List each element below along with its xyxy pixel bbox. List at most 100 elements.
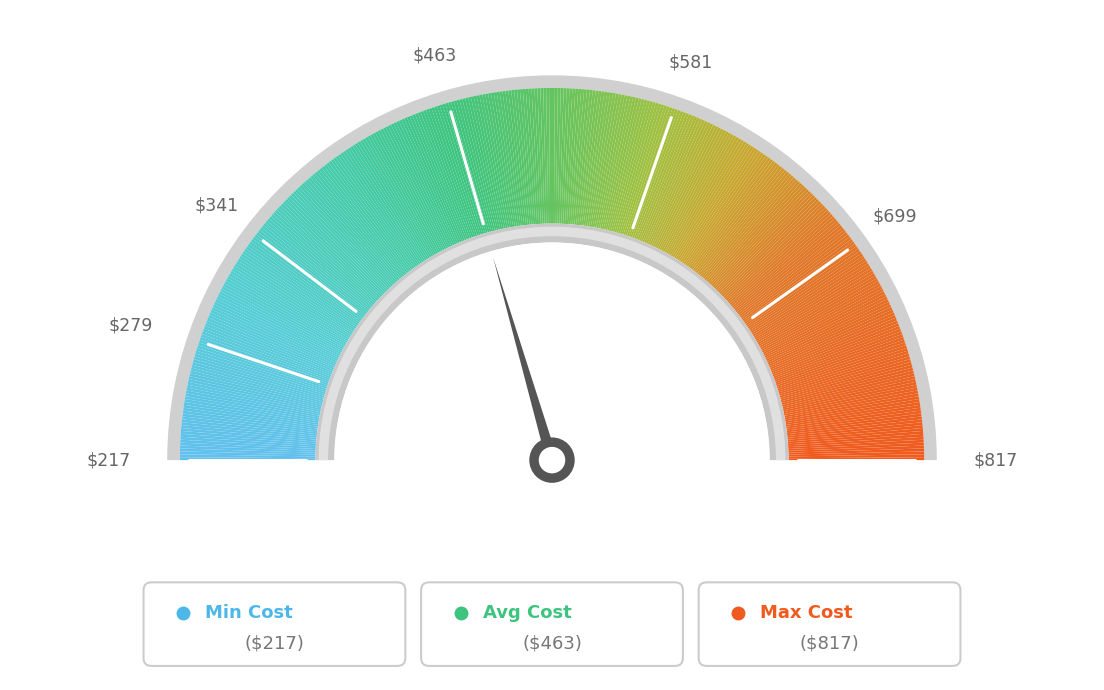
Wedge shape — [566, 89, 578, 224]
Wedge shape — [477, 95, 506, 228]
Wedge shape — [182, 420, 317, 436]
Wedge shape — [765, 299, 889, 359]
Wedge shape — [768, 310, 893, 366]
Wedge shape — [180, 440, 316, 449]
Wedge shape — [181, 425, 317, 440]
Wedge shape — [625, 106, 670, 236]
Wedge shape — [304, 181, 395, 284]
Wedge shape — [763, 291, 885, 355]
Wedge shape — [241, 253, 355, 331]
Wedge shape — [310, 175, 400, 280]
Wedge shape — [273, 212, 375, 304]
Wedge shape — [607, 98, 641, 230]
Wedge shape — [383, 127, 446, 249]
Wedge shape — [576, 90, 593, 225]
Wedge shape — [676, 143, 749, 259]
Wedge shape — [627, 107, 672, 236]
Wedge shape — [439, 104, 482, 235]
Wedge shape — [658, 127, 721, 249]
Wedge shape — [699, 168, 785, 275]
Wedge shape — [779, 356, 910, 396]
Wedge shape — [246, 246, 359, 326]
Text: $279: $279 — [108, 317, 153, 335]
Wedge shape — [410, 115, 464, 242]
Wedge shape — [571, 89, 584, 224]
Wedge shape — [391, 124, 452, 247]
Wedge shape — [778, 351, 909, 393]
Wedge shape — [677, 144, 752, 260]
Wedge shape — [191, 368, 322, 403]
Wedge shape — [788, 457, 924, 460]
Wedge shape — [381, 128, 445, 250]
Wedge shape — [692, 161, 775, 271]
Wedge shape — [788, 442, 924, 451]
Wedge shape — [767, 307, 892, 364]
Wedge shape — [733, 221, 839, 309]
Wedge shape — [788, 446, 924, 453]
Wedge shape — [776, 339, 905, 385]
Wedge shape — [787, 420, 922, 436]
Wedge shape — [181, 431, 316, 444]
Polygon shape — [493, 257, 558, 462]
Wedge shape — [640, 115, 694, 242]
Wedge shape — [787, 428, 923, 442]
Wedge shape — [432, 107, 477, 236]
Wedge shape — [697, 166, 783, 275]
Wedge shape — [491, 92, 514, 227]
Wedge shape — [269, 216, 373, 306]
Wedge shape — [736, 228, 845, 314]
Wedge shape — [223, 284, 343, 349]
Wedge shape — [782, 373, 914, 406]
Wedge shape — [348, 148, 424, 262]
Wedge shape — [786, 402, 920, 425]
Text: ($817): ($817) — [799, 635, 859, 653]
Wedge shape — [787, 413, 922, 433]
Wedge shape — [788, 448, 924, 455]
Wedge shape — [761, 284, 881, 349]
Wedge shape — [705, 177, 796, 282]
Wedge shape — [655, 125, 715, 248]
Wedge shape — [714, 189, 809, 289]
Wedge shape — [773, 328, 901, 378]
Wedge shape — [761, 286, 882, 351]
Wedge shape — [574, 90, 590, 225]
Wedge shape — [558, 88, 564, 224]
Wedge shape — [270, 214, 374, 305]
Wedge shape — [739, 232, 848, 317]
Wedge shape — [265, 221, 371, 309]
Wedge shape — [613, 100, 650, 232]
Wedge shape — [740, 235, 850, 318]
Wedge shape — [470, 97, 502, 229]
Wedge shape — [184, 399, 319, 423]
Wedge shape — [393, 122, 453, 246]
Wedge shape — [215, 299, 339, 359]
Wedge shape — [710, 183, 803, 285]
Wedge shape — [331, 159, 413, 270]
Wedge shape — [787, 416, 922, 434]
Wedge shape — [679, 146, 754, 262]
Wedge shape — [506, 90, 524, 226]
Wedge shape — [191, 365, 323, 402]
Wedge shape — [219, 291, 341, 355]
Wedge shape — [287, 197, 384, 294]
Wedge shape — [730, 214, 834, 305]
Wedge shape — [757, 276, 877, 344]
Wedge shape — [684, 152, 764, 266]
Wedge shape — [190, 373, 322, 406]
Wedge shape — [722, 201, 821, 297]
Wedge shape — [578, 90, 596, 225]
Wedge shape — [703, 173, 792, 279]
Wedge shape — [189, 376, 321, 408]
Wedge shape — [465, 97, 499, 230]
Wedge shape — [630, 109, 678, 237]
Wedge shape — [362, 138, 433, 257]
Wedge shape — [493, 92, 517, 226]
Wedge shape — [204, 326, 331, 377]
Wedge shape — [277, 208, 379, 301]
Wedge shape — [224, 281, 344, 348]
Wedge shape — [254, 235, 364, 318]
Wedge shape — [437, 106, 480, 235]
Wedge shape — [352, 144, 427, 260]
Wedge shape — [784, 384, 917, 414]
Wedge shape — [227, 276, 347, 344]
